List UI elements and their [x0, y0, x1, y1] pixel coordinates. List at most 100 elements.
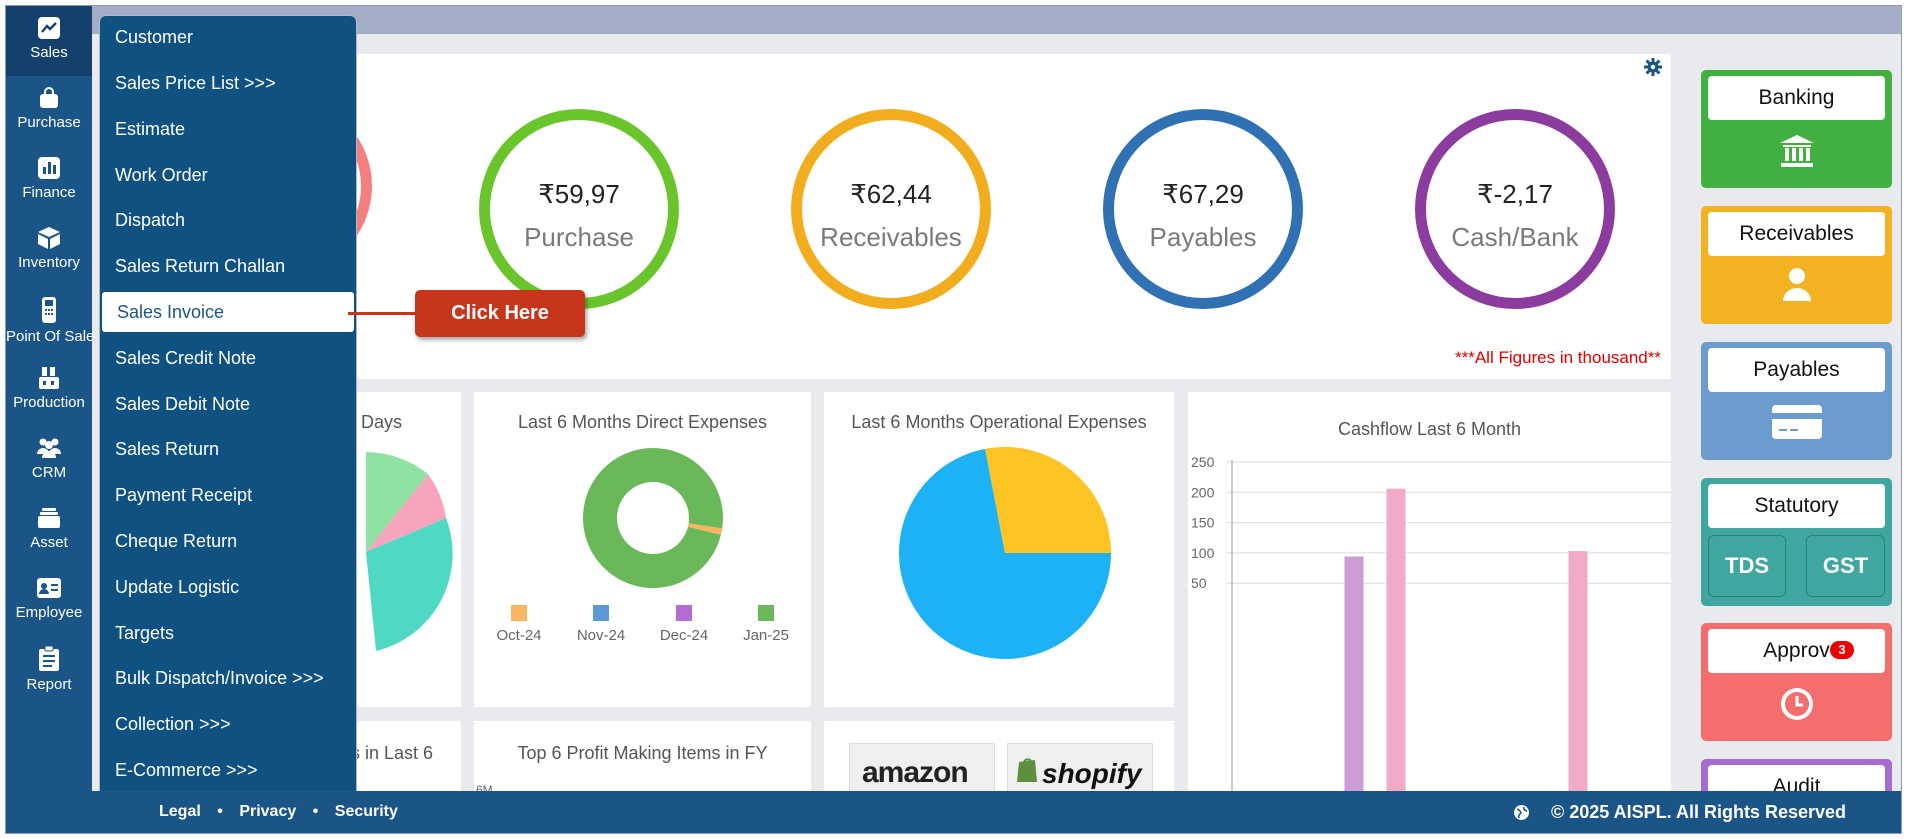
legend-item[interactable]: Jan-25 — [736, 605, 796, 644]
legend-item[interactable]: Nov-24 — [571, 605, 631, 644]
banking-card[interactable]: Banking — [1701, 70, 1892, 188]
approvals-count-badge: 3 — [1830, 641, 1854, 659]
pie-slice-1[interactable] — [899, 448, 1111, 659]
pos-terminal-icon — [42, 297, 56, 323]
kpi-label: Payables — [1149, 222, 1257, 252]
card-direct-expenses: Last 6 Months Direct Expenses Oct-24 Nov… — [474, 392, 811, 707]
pie-slice-2[interactable] — [985, 447, 1111, 553]
footer-link-privacy[interactable]: Privacy — [239, 803, 297, 820]
footer: Legal • Privacy • Security © 2025 AISPL.… — [6, 791, 1901, 833]
sidebar-item-finance[interactable]: Finance — [6, 146, 92, 216]
legend-item[interactable]: Oct-24 — [489, 605, 549, 644]
menu-item-work-order[interactable]: Work Order — [115, 165, 208, 185]
box-icon — [38, 227, 60, 249]
legend-item[interactable]: Dec-24 — [654, 605, 714, 644]
menu-item-dispatch[interactable]: Dispatch — [115, 210, 186, 230]
statutory-card[interactable]: Statutory TDS GST — [1701, 478, 1892, 606]
menu-item-sales-debit-note[interactable]: Sales Debit Note — [115, 394, 251, 414]
menu-item-cheque-return[interactable]: Cheque Return — [115, 531, 238, 551]
asset-stack-icon — [38, 508, 60, 528]
gst-button[interactable]: GST — [1806, 535, 1885, 597]
top-bar — [91, 6, 1901, 34]
sidebar-item-employee[interactable]: Employee — [6, 566, 92, 636]
tds-button[interactable]: TDS — [1708, 535, 1786, 597]
sidebar-item-purchase[interactable]: Purchase — [6, 76, 92, 146]
kpi-cash-bank[interactable]: ₹-2,17 Cash/Bank — [1415, 109, 1615, 309]
card-title: Last 6 Months Operational Expenses — [851, 412, 1147, 432]
sidebar-item-crm[interactable]: CRM — [6, 426, 92, 496]
cashflow-bar[interactable] — [1568, 551, 1588, 792]
receivables-card[interactable]: Receivables — [1701, 206, 1892, 324]
kpi-receivables[interactable]: ₹62,44 Receivables — [791, 109, 991, 309]
clock-icon — [1781, 688, 1813, 720]
menu-item-payment-receipt[interactable]: Payment Receipt — [115, 485, 253, 505]
menu-item-customer[interactable]: Customer — [115, 27, 194, 47]
menu-item-bulk-dispatch-invoice[interactable]: Bulk Dispatch/Invoice >>> — [115, 668, 324, 688]
menu-item-sales-return-challan[interactable]: Sales Return Challan — [115, 256, 286, 276]
cashflow-bar[interactable] — [1386, 488, 1406, 792]
payables-card[interactable]: Payables — [1701, 342, 1892, 460]
kpi-payables[interactable]: ₹67,29 Payables — [1103, 109, 1303, 309]
kpi-label: Cash/Bank — [1451, 222, 1579, 252]
y-tick-label: 200 — [1191, 484, 1215, 500]
y-tick-label: 100 — [1191, 545, 1215, 561]
legend-label: Nov-24 — [576, 627, 626, 644]
bank-icon — [1780, 135, 1814, 167]
menu-item-sales-return[interactable]: Sales Return — [115, 439, 220, 459]
sidebar-item-point-of-sale[interactable]: Point Of Sale — [6, 286, 95, 356]
id-card-icon — [37, 578, 61, 598]
settings-gear-icon[interactable] — [1644, 58, 1662, 76]
menu-item-targets[interactable]: Targets — [115, 623, 175, 643]
sidebar-item-label: Purchase — [17, 114, 81, 131]
sidebar-item-label: Employee — [15, 604, 83, 621]
y-tick-label: 150 — [1191, 515, 1215, 531]
clipboard-icon — [39, 646, 59, 671]
amazon-logo-text: amazon — [862, 756, 969, 789]
sidebar-item-asset[interactable]: Asset — [6, 496, 92, 566]
footer-link-legal[interactable]: Legal — [159, 803, 201, 820]
sidebar-item-sales[interactable]: Sales — [6, 6, 92, 76]
donut-hole — [617, 482, 689, 554]
menu-item-sales-price-list[interactable]: Sales Price List >>> — [115, 73, 276, 93]
sidebar-item-production[interactable]: Production — [6, 356, 92, 426]
app-window: Sales Purchase Finance Inventory Point O… — [5, 5, 1902, 834]
card-title: Cashflow Last 6 Month — [1337, 419, 1522, 439]
kpi-purchase[interactable]: ₹59,97 Purchase — [479, 109, 679, 309]
shopify-logo-text: shopify — [1042, 758, 1142, 789]
click-here-callout: Click Here — [415, 290, 585, 337]
approvals-card[interactable]: Approv 3 — [1701, 623, 1892, 741]
card-title: Last 6 Months Direct Expenses — [517, 412, 768, 432]
kpi-amount: ₹59,97 — [538, 179, 620, 209]
sidebar-item-label: Point Of Sale — [6, 328, 95, 345]
card-operational-expenses: Last 6 Months Operational Expenses — [824, 392, 1174, 707]
legend-swatch — [676, 605, 692, 621]
sidebar-item-label: Production — [13, 394, 85, 411]
people-icon — [37, 438, 61, 458]
legend-swatch — [511, 605, 527, 621]
cashflow-bar[interactable] — [1344, 556, 1364, 792]
footer-link-security[interactable]: Security — [334, 803, 398, 820]
menu-item-e-commerce[interactable]: E-Commerce >>> — [115, 760, 258, 780]
menu-item-update-logistic[interactable]: Update Logistic — [115, 577, 240, 597]
card-title: 0 Days — [346, 412, 403, 432]
sidebar-item-label: Sales — [30, 44, 68, 61]
sidebar-item-label: Inventory — [18, 254, 80, 271]
approvals-label: Approv — [1763, 639, 1830, 662]
shopping-bag-icon — [40, 87, 58, 108]
globe-icon[interactable] — [1513, 804, 1530, 821]
factory-icon — [39, 367, 59, 389]
menu-item-estimate[interactable]: Estimate — [115, 119, 186, 139]
menu-item-sales-invoice[interactable]: Sales Invoice — [102, 292, 354, 332]
sidebar-item-report[interactable]: Report — [6, 636, 92, 706]
cashflow-bar-chart: 250 200 150 100 50 — [1191, 454, 1671, 792]
sidebar-item-inventory[interactable]: Inventory — [6, 216, 92, 286]
menu-item-sales-credit-note[interactable]: Sales Credit Note — [115, 348, 257, 368]
sidebar-item-label: Finance — [22, 184, 76, 201]
card-title: Top 6 Profit Making Items in FY — [517, 743, 768, 763]
kpi-amount: ₹62,44 — [850, 179, 932, 209]
menu-item-collection[interactable]: Collection >>> — [115, 714, 231, 734]
footer-links: Legal • Privacy • Security — [159, 791, 398, 833]
shopify-bag-icon — [1017, 758, 1037, 782]
legend-label: Dec-24 — [659, 627, 709, 644]
partial-pie-chart — [366, 452, 453, 651]
